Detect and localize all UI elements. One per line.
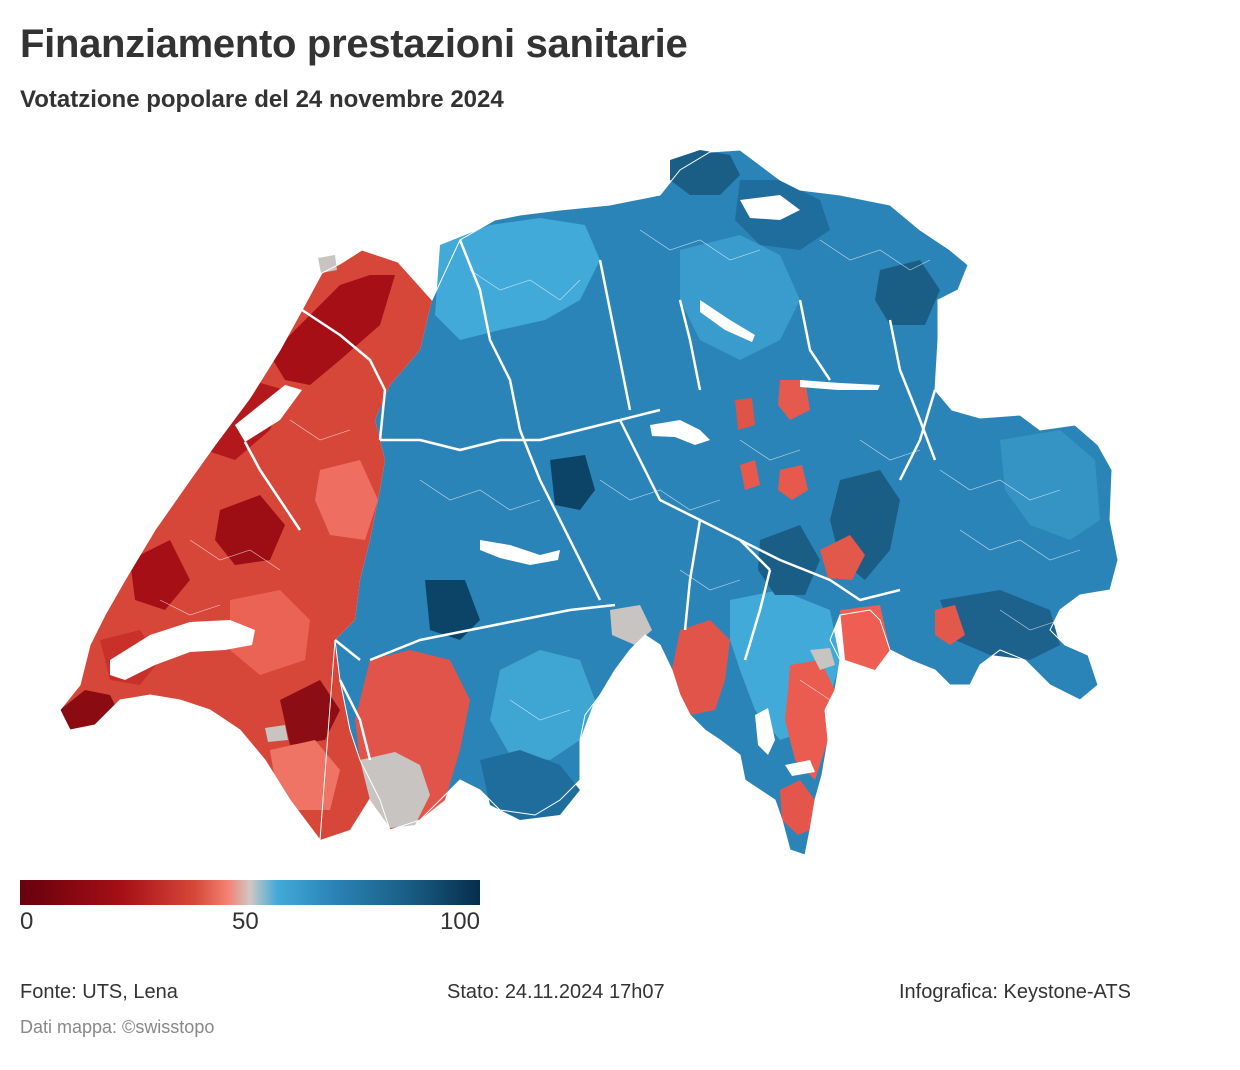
region-bern-oberland-dark: [425, 580, 480, 640]
region-obwalden-dark: [550, 455, 595, 510]
region-lugano-red: [780, 780, 815, 835]
region-northwest-light: [435, 218, 600, 340]
municipality-lines: [159, 229, 1081, 721]
lake-walen: [800, 380, 880, 390]
region-uri-red: [740, 460, 760, 490]
source-note: Fonte: UTS, Lena: [20, 981, 178, 1003]
region-misox-red: [840, 605, 890, 670]
legend-tick-mid: 50: [232, 908, 259, 935]
legend-gradient-bar: [20, 880, 480, 905]
lake-constance: [740, 195, 800, 220]
region-fribourg-lightred: [315, 460, 378, 540]
choropleth-map: [40, 140, 1200, 870]
region-poschiavo-red: [935, 605, 965, 645]
region-vaud-darkred: [130, 540, 190, 610]
region-vaud-lightred: [230, 590, 310, 675]
chart-title: Finanziamento prestazioni sanitarie: [20, 22, 688, 66]
region-simplon-grey: [610, 605, 652, 645]
lake-lugano: [785, 760, 815, 776]
region-nidwalden-red: [735, 398, 755, 430]
region-ticino-red: [672, 620, 730, 715]
region-uri-dark: [758, 525, 820, 595]
region-grisons-light: [1000, 430, 1100, 540]
legend-tick-min: 0: [20, 908, 34, 935]
region-valais-south-grey: [265, 725, 288, 742]
lake-thun-brienz: [480, 540, 560, 565]
region-vaud-core-darkred: [215, 495, 285, 565]
region-valais-grey: [360, 752, 430, 828]
status-timestamp: Stato: 24.11.2024 17h07: [447, 981, 665, 1003]
region-central-light: [680, 235, 800, 360]
switzerland-map-svg: [59, 149, 1119, 856]
region-ticino-grey: [810, 648, 835, 670]
lake-lucerne: [650, 420, 710, 445]
region-schwyz-red: [778, 380, 810, 420]
color-legend: 0 50 100: [20, 880, 480, 940]
region-jura-grey: [318, 255, 337, 273]
region-appenzell-dark: [875, 260, 940, 325]
region-glarus-red: [778, 465, 808, 500]
lake-zurich: [700, 300, 755, 342]
region-schaffhausen-dark: [670, 150, 740, 195]
lake-neuchatel: [235, 385, 302, 442]
lake-maggiore: [755, 708, 775, 755]
map-data-credit: Dati mappa: ©swisstopo: [20, 1017, 215, 1037]
chart-subtitle: Votatzione popolare del 24 novembre 2024: [20, 86, 504, 113]
infographic-credit: Infografica: Keystone-ATS: [899, 981, 1131, 1003]
region-engadin-dark: [940, 590, 1060, 660]
lake-geneva: [110, 620, 255, 680]
region-valais-darkred: [280, 680, 340, 745]
country-outline: [59, 149, 1119, 856]
canton-borders: [243, 239, 937, 761]
region-valais-east-light: [490, 650, 595, 760]
region-mesolcina-red: [820, 535, 865, 580]
region-valais-lightred: [270, 740, 340, 810]
region-ticino-south-red: [785, 660, 835, 780]
legend-tick-max: 100: [439, 908, 480, 935]
